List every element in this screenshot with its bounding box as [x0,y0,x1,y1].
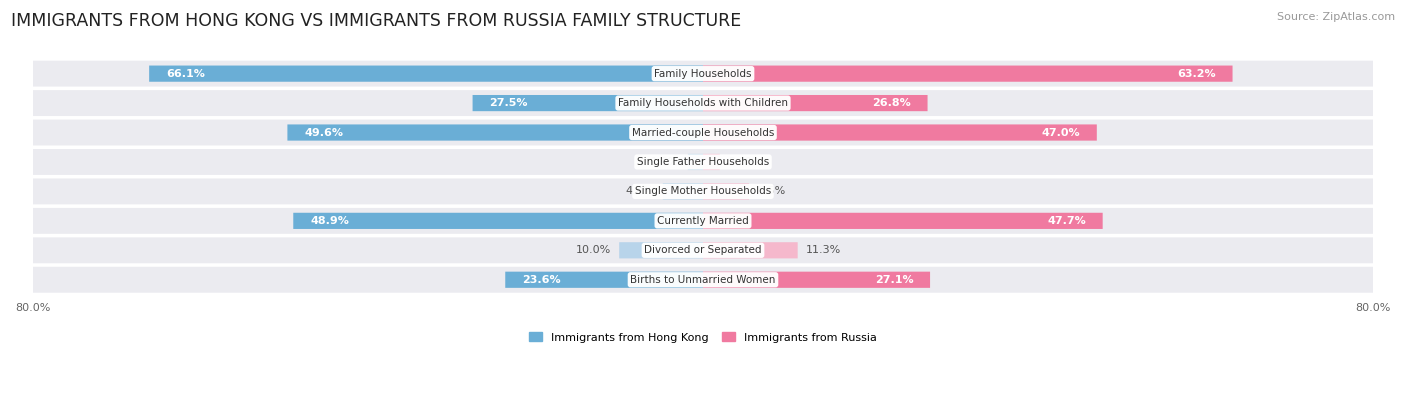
Text: 1.8%: 1.8% [651,157,679,167]
Text: Single Father Households: Single Father Households [637,157,769,167]
Text: 10.0%: 10.0% [575,245,610,255]
Text: 49.6%: 49.6% [304,128,343,137]
Text: 63.2%: 63.2% [1177,69,1216,79]
FancyBboxPatch shape [32,120,1374,145]
FancyBboxPatch shape [703,272,929,288]
Text: Currently Married: Currently Married [657,216,749,226]
FancyBboxPatch shape [32,237,1374,263]
Text: 2.0%: 2.0% [728,157,756,167]
Text: Divorced or Separated: Divorced or Separated [644,245,762,255]
FancyBboxPatch shape [703,183,749,199]
Text: IMMIGRANTS FROM HONG KONG VS IMMIGRANTS FROM RUSSIA FAMILY STRUCTURE: IMMIGRANTS FROM HONG KONG VS IMMIGRANTS … [11,12,741,30]
FancyBboxPatch shape [32,179,1374,204]
FancyBboxPatch shape [703,66,1233,82]
FancyBboxPatch shape [703,213,1102,229]
Text: 27.5%: 27.5% [489,98,527,108]
Text: 27.1%: 27.1% [875,275,914,285]
Text: Married-couple Households: Married-couple Households [631,128,775,137]
FancyBboxPatch shape [703,95,928,111]
Text: 48.9%: 48.9% [311,216,349,226]
Text: 23.6%: 23.6% [522,275,561,285]
Legend: Immigrants from Hong Kong, Immigrants from Russia: Immigrants from Hong Kong, Immigrants fr… [524,328,882,347]
Text: 11.3%: 11.3% [806,245,841,255]
FancyBboxPatch shape [703,154,720,170]
Text: 26.8%: 26.8% [872,98,911,108]
FancyBboxPatch shape [688,154,703,170]
FancyBboxPatch shape [472,95,703,111]
FancyBboxPatch shape [662,183,703,199]
Text: Source: ZipAtlas.com: Source: ZipAtlas.com [1277,12,1395,22]
FancyBboxPatch shape [32,90,1374,116]
Text: 66.1%: 66.1% [166,69,205,79]
FancyBboxPatch shape [703,242,797,258]
FancyBboxPatch shape [619,242,703,258]
Text: 47.0%: 47.0% [1042,128,1080,137]
FancyBboxPatch shape [149,66,703,82]
Text: Family Households: Family Households [654,69,752,79]
FancyBboxPatch shape [287,124,703,141]
Text: Family Households with Children: Family Households with Children [619,98,787,108]
Text: 47.7%: 47.7% [1047,216,1085,226]
FancyBboxPatch shape [32,61,1374,87]
FancyBboxPatch shape [703,124,1097,141]
FancyBboxPatch shape [294,213,703,229]
FancyBboxPatch shape [32,149,1374,175]
FancyBboxPatch shape [32,267,1374,293]
Text: 5.5%: 5.5% [758,186,786,196]
FancyBboxPatch shape [505,272,703,288]
Text: Births to Unmarried Women: Births to Unmarried Women [630,275,776,285]
Text: Single Mother Households: Single Mother Households [636,186,770,196]
Text: 4.8%: 4.8% [626,186,654,196]
FancyBboxPatch shape [32,208,1374,234]
